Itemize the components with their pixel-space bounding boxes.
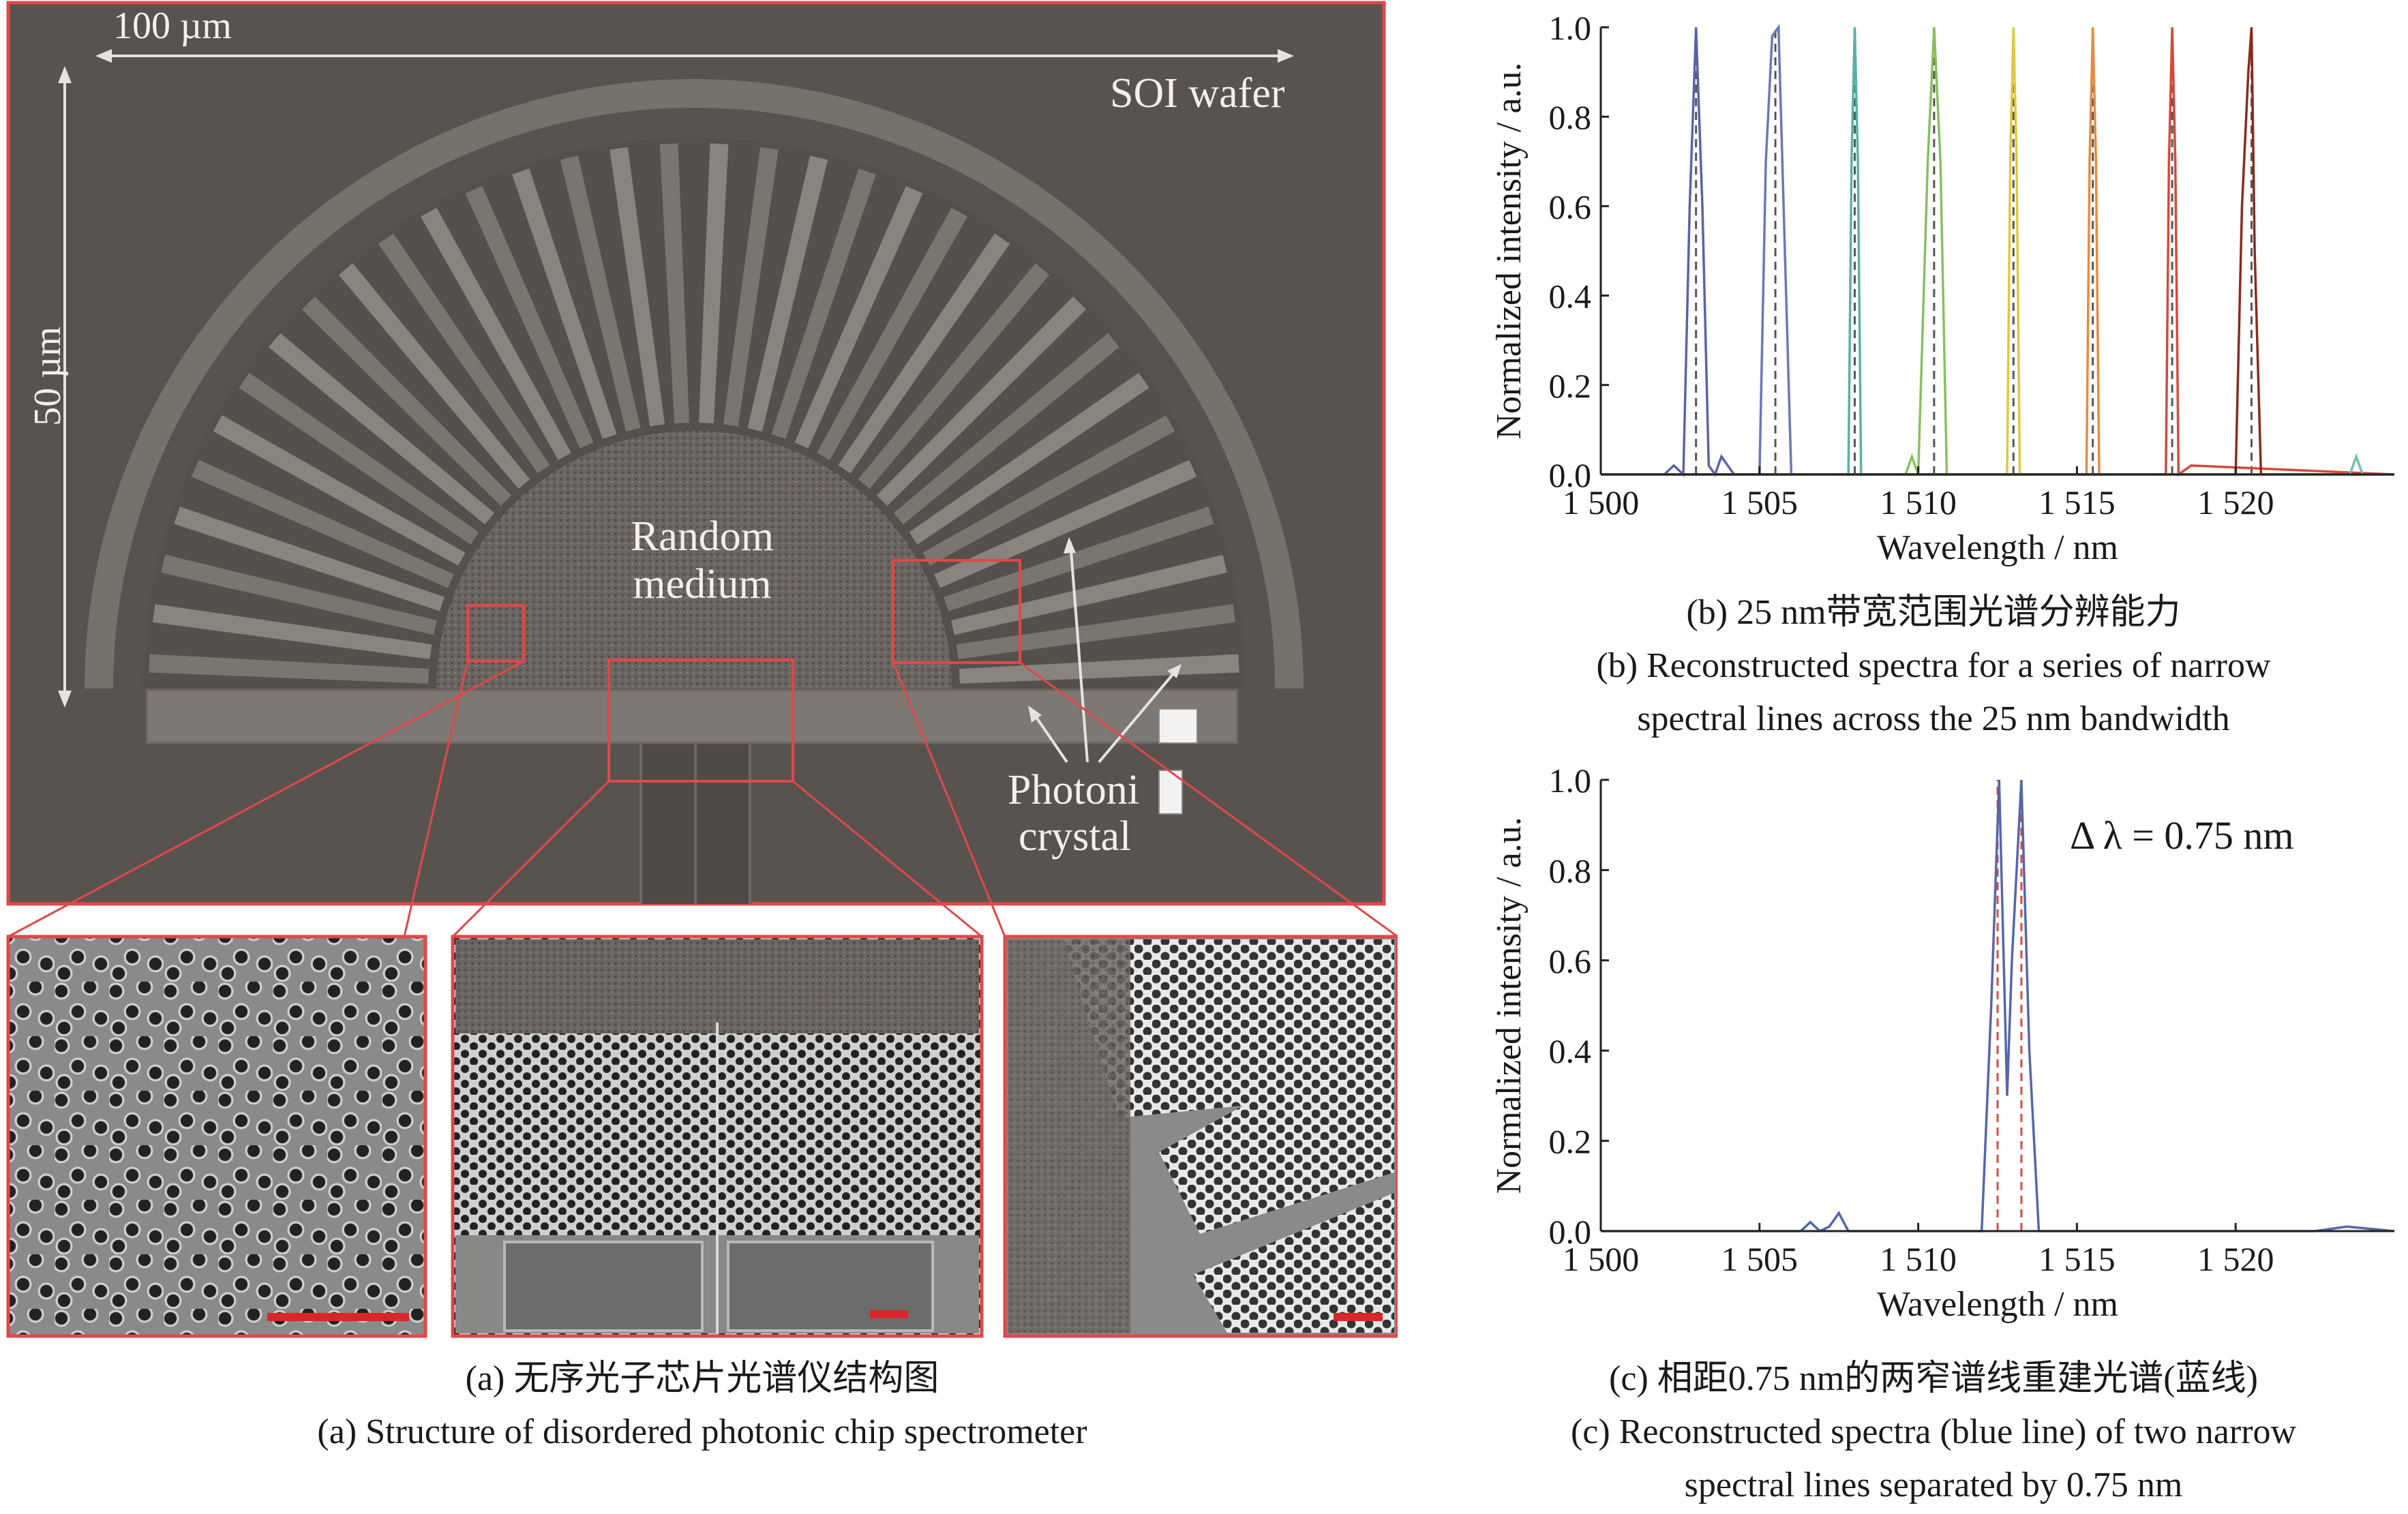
spoke-waveguide (174, 506, 445, 611)
spoke-waveguide (909, 372, 1149, 545)
series-line (1601, 27, 2394, 476)
spoke-waveguide (338, 263, 530, 489)
series-line (1601, 27, 2394, 476)
caption-b-en-1: (b) Reconstructed spectra for a series o… (1596, 646, 2271, 685)
series-line (1601, 27, 2394, 476)
x-axis-label: Wavelength / nm (1877, 1285, 2118, 1324)
spoke-waveguide (269, 333, 495, 525)
spoke-waveguide (959, 654, 1239, 684)
x-tick-label: 1 510 (1880, 1240, 1957, 1278)
y-axis-label: Normalized intensity / a.u. (1490, 62, 1529, 439)
chart-b: 0.0 0.2 0.4 0.6 0.8 1.0 1 500 1 505 1 510 1 515 1 … (1490, 9, 2395, 567)
scale-bar (267, 1313, 409, 1321)
y-tick-label: 0.8 (1549, 98, 1592, 136)
spoke-waveguide (817, 207, 967, 460)
spoke-waveguide (421, 207, 571, 460)
y-tick-label: 0.0 (1549, 1213, 1592, 1251)
x-tick-label: 1 500 (1563, 1240, 1640, 1278)
spoke-waveguide (699, 143, 729, 424)
y-tick-label: 0.0 (1549, 456, 1592, 494)
spoke-waveguide (876, 296, 1087, 506)
scale-bar (870, 1310, 908, 1318)
spoke-waveguide (794, 185, 923, 449)
spoke-waveguide (771, 168, 876, 439)
y-tick-label: 0.4 (1549, 1032, 1592, 1070)
delta-lambda-annotation: Δ λ = 0.75 nm (2070, 813, 2294, 858)
spoke-waveguide (893, 333, 1119, 525)
spoke-waveguide (465, 185, 594, 449)
center-label-line1: Random (630, 513, 774, 560)
spoke-waveguide (213, 415, 466, 566)
pc-label-line2: crystal (1019, 813, 1132, 860)
center-label-line2: medium (633, 561, 772, 607)
spoke-waveguides (149, 143, 1239, 684)
spoke-waveguide (858, 263, 1050, 489)
caption-c-en-1: (c) Reconstructed spectra (blue line) of… (1570, 1412, 2297, 1451)
series-line (1601, 27, 2395, 477)
x-tick-label: 1 515 (2038, 1240, 2116, 1278)
spoke-waveguide (956, 604, 1236, 659)
x-tick-label: 1 500 (1563, 483, 1640, 521)
random-medium-region (436, 431, 952, 688)
caption-b-cn: (b) 25 nm带宽范围光谱分辨能力 (1686, 593, 2181, 632)
spoke-waveguide (152, 604, 432, 659)
caption-c-en-2: spectral lines separated by 0.75 nm (1684, 1466, 2183, 1504)
x-tick-label: 1 520 (2197, 483, 2274, 521)
y-tick-label: 0.6 (1549, 942, 1592, 980)
y-axis-label: Normalized intensity / a.u. (1490, 817, 1529, 1194)
spoke-waveguide (301, 296, 512, 506)
spoke-waveguide (149, 654, 430, 684)
x-tick-label: 1 515 (2038, 483, 2116, 521)
series-line (1601, 23, 2394, 476)
wafer-label: SOI wafer (1110, 70, 1285, 117)
x-tick-label: 1 505 (1721, 1240, 1799, 1278)
inset-interface (451, 935, 984, 1338)
scale-bar (1334, 1313, 1383, 1321)
caption-a-en: (a) Structure of disordered photonic chi… (317, 1412, 1087, 1451)
spoke-waveguide (944, 506, 1214, 611)
spoke-waveguide (659, 143, 689, 424)
y-tick-label: 0.6 (1549, 187, 1592, 226)
spoke-waveguide (378, 233, 550, 474)
inset-random-medium (6, 935, 427, 1338)
y-tick-label: 0.2 (1549, 367, 1592, 405)
spoke-waveguide (191, 459, 454, 588)
series-line (1601, 27, 2394, 476)
caption-a-cn: (a) 无序光子芯片光谱仪结构图 (465, 1359, 939, 1398)
x-axis-label: Wavelength / nm (1877, 528, 2118, 567)
y-tick-label: 0.4 (1549, 277, 1592, 316)
spoke-waveguide (560, 155, 641, 432)
spoke-waveguide (239, 372, 479, 545)
scale-label-vertical: 50 µm (27, 327, 69, 426)
pc-label-line1: Photoni (1008, 767, 1139, 813)
spoke-waveguide (922, 415, 1175, 566)
series-line (1601, 27, 2394, 477)
spoke-waveguide (723, 147, 779, 427)
x-tick-label: 1 505 (1721, 483, 1799, 521)
y-tick-label: 0.2 (1549, 1123, 1592, 1161)
series-line (1601, 27, 2394, 476)
chart-c: 0.0 0.2 0.4 0.6 0.8 1.0 1 500 1 505 1 510 1 515 1 … (1490, 761, 2395, 1324)
x-tick-label: 1 510 (1880, 483, 1957, 521)
inset-photonic-crystal (1003, 935, 1398, 1338)
spoke-waveguide (838, 233, 1010, 474)
spoke-waveguide (934, 459, 1197, 588)
caption-b-en-2: spectral lines across the 25 nm bandwidt… (1637, 699, 2230, 738)
sem-image (6, 1, 1398, 1338)
spoke-waveguide (512, 168, 617, 439)
y-tick-label: 1.0 (1549, 761, 1592, 800)
scale-label-horizontal: 100 µm (113, 5, 232, 47)
spoke-waveguide (161, 554, 438, 635)
x-tick-label: 1 520 (2197, 1240, 2274, 1278)
y-tick-label: 1.0 (1549, 9, 1592, 47)
spoke-waveguide (747, 155, 828, 432)
y-tick-label: 0.8 (1549, 851, 1592, 890)
caption-c-cn: (c) 相距0.75 nm的两窄谱线重建光谱(蓝线) (1609, 1359, 2258, 1398)
spoke-waveguide (609, 147, 665, 427)
